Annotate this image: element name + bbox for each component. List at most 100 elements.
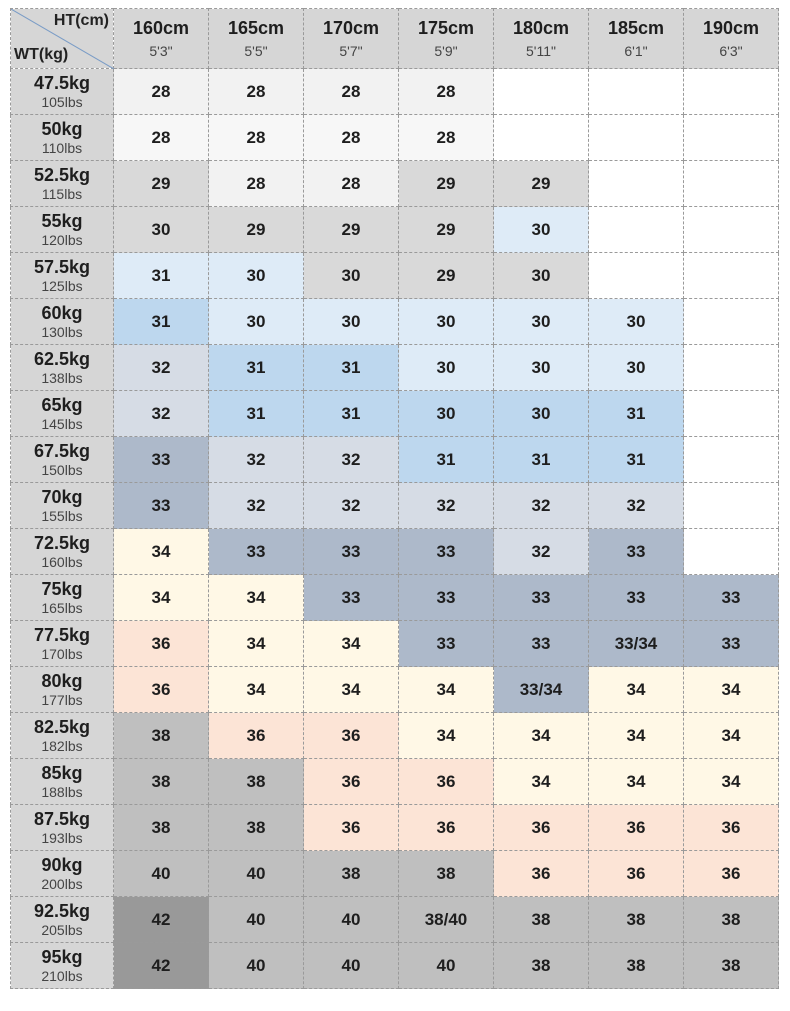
size-cell: 31 bbox=[303, 390, 399, 437]
size-cell: 32 bbox=[493, 482, 589, 529]
weight-lbs: 193lbs bbox=[41, 829, 83, 846]
size-cell: 38/40 bbox=[398, 896, 494, 943]
size-cell: 28 bbox=[303, 68, 399, 115]
weight-lbs: 115lbs bbox=[41, 185, 83, 202]
size-cell: 28 bbox=[113, 68, 209, 115]
size-cell: 38 bbox=[303, 850, 399, 897]
size-cell: 34 bbox=[113, 574, 209, 621]
weight-lbs: 205lbs bbox=[41, 921, 83, 938]
table-row: 70kg 155lbs 33 32 32 32 32 32 bbox=[10, 482, 779, 529]
size-cell: 30 bbox=[493, 206, 589, 253]
size-cell: 30 bbox=[493, 344, 589, 391]
size-cell: 36 bbox=[683, 804, 779, 851]
weight-lbs: 188lbs bbox=[41, 783, 83, 800]
size-cell: 38 bbox=[208, 758, 304, 805]
table-row: 80kg 177lbs 36 34 34 34 33/34 34 34 bbox=[10, 666, 779, 713]
size-cell: 40 bbox=[208, 896, 304, 943]
size-cell: 31 bbox=[493, 436, 589, 483]
table-row: 92.5kg 205lbs 42 40 40 38/40 38 38 38 bbox=[10, 896, 779, 943]
weight-lbs: 145lbs bbox=[41, 415, 83, 432]
weight-header: 72.5kg 160lbs bbox=[10, 528, 114, 575]
size-cell bbox=[588, 252, 684, 299]
size-cell bbox=[493, 68, 589, 115]
weight-lbs: 160lbs bbox=[41, 553, 83, 570]
weight-kg: 57.5kg bbox=[33, 256, 91, 277]
table-row: 90kg 200lbs 40 40 38 38 36 36 36 bbox=[10, 850, 779, 897]
weight-header: 47.5kg 105lbs bbox=[10, 68, 114, 115]
size-cell: 31 bbox=[208, 344, 304, 391]
size-cell: 38 bbox=[398, 850, 494, 897]
weight-header: 95kg 210lbs bbox=[10, 942, 114, 989]
size-cell: 34 bbox=[588, 712, 684, 759]
size-cell: 30 bbox=[113, 206, 209, 253]
size-cell bbox=[588, 68, 684, 115]
table-row: 47.5kg 105lbs 28 28 28 28 bbox=[10, 68, 779, 115]
weight-lbs: 110lbs bbox=[41, 139, 83, 156]
weight-header: 62.5kg 138lbs bbox=[10, 344, 114, 391]
weight-header: 87.5kg 193lbs bbox=[10, 804, 114, 851]
weight-lbs: 105lbs bbox=[41, 93, 83, 110]
size-cell: 36 bbox=[113, 666, 209, 713]
weight-lbs: 210lbs bbox=[41, 967, 83, 984]
table-row: 57.5kg 125lbs 31 30 30 29 30 bbox=[10, 252, 779, 299]
weight-kg: 90kg bbox=[41, 854, 83, 875]
weight-lbs: 150lbs bbox=[41, 461, 83, 478]
weight-header: 82.5kg 182lbs bbox=[10, 712, 114, 759]
size-cell: 38 bbox=[208, 804, 304, 851]
size-cell: 30 bbox=[303, 252, 399, 299]
size-cell: 30 bbox=[493, 252, 589, 299]
size-cell bbox=[588, 160, 684, 207]
height-ft: 5'3" bbox=[149, 43, 173, 59]
size-cell: 29 bbox=[398, 252, 494, 299]
table-row: 60kg 130lbs 31 30 30 30 30 30 bbox=[10, 298, 779, 345]
weight-lbs: 120lbs bbox=[41, 231, 83, 248]
table-row: 52.5kg 115lbs 29 28 28 29 29 bbox=[10, 160, 779, 207]
weight-lbs: 170lbs bbox=[41, 645, 83, 662]
size-cell: 33 bbox=[588, 574, 684, 621]
size-cell: 33/34 bbox=[588, 620, 684, 667]
size-cell bbox=[683, 528, 779, 575]
size-cell: 30 bbox=[398, 390, 494, 437]
size-cell: 38 bbox=[493, 942, 589, 989]
size-cell: 36 bbox=[493, 804, 589, 851]
size-cell: 36 bbox=[588, 850, 684, 897]
size-cell bbox=[683, 206, 779, 253]
height-ft: 5'9" bbox=[434, 43, 458, 59]
table-row: 72.5kg 160lbs 34 33 33 33 32 33 bbox=[10, 528, 779, 575]
weight-header: 75kg 165lbs bbox=[10, 574, 114, 621]
size-cell: 32 bbox=[113, 390, 209, 437]
weight-kg: 47.5kg bbox=[33, 72, 91, 93]
weight-kg: 82.5kg bbox=[33, 716, 91, 737]
size-cell: 28 bbox=[398, 68, 494, 115]
weight-kg: 62.5kg bbox=[33, 348, 91, 369]
size-cell: 30 bbox=[493, 298, 589, 345]
size-cell: 33 bbox=[113, 482, 209, 529]
size-cell: 31 bbox=[208, 390, 304, 437]
size-cell: 34 bbox=[303, 620, 399, 667]
weight-header: 65kg 145lbs bbox=[10, 390, 114, 437]
size-cell: 33 bbox=[683, 574, 779, 621]
size-cell: 33 bbox=[493, 574, 589, 621]
size-cell bbox=[683, 390, 779, 437]
size-cell bbox=[683, 68, 779, 115]
size-cell: 38 bbox=[588, 896, 684, 943]
weight-lbs: 155lbs bbox=[41, 507, 83, 524]
size-cell: 32 bbox=[208, 436, 304, 483]
weight-kg: 55kg bbox=[41, 210, 83, 231]
weight-header: 77.5kg 170lbs bbox=[10, 620, 114, 667]
size-cell: 33 bbox=[398, 620, 494, 667]
weight-header: 90kg 200lbs bbox=[10, 850, 114, 897]
size-cell: 40 bbox=[398, 942, 494, 989]
size-cell: 36 bbox=[683, 850, 779, 897]
weight-header: 57.5kg 125lbs bbox=[10, 252, 114, 299]
header-row: HT(cm) WT(kg) 160cm 5'3" 165cm 5'5" 170cm 5'7" 1… bbox=[10, 8, 779, 69]
size-cell: 31 bbox=[113, 298, 209, 345]
diagonal-divider-icon bbox=[11, 9, 114, 69]
size-cell: 40 bbox=[208, 850, 304, 897]
size-cell: 40 bbox=[303, 896, 399, 943]
size-cell bbox=[683, 252, 779, 299]
size-cell: 34 bbox=[208, 574, 304, 621]
size-cell: 28 bbox=[208, 114, 304, 161]
size-cell: 28 bbox=[303, 160, 399, 207]
size-cell bbox=[683, 114, 779, 161]
